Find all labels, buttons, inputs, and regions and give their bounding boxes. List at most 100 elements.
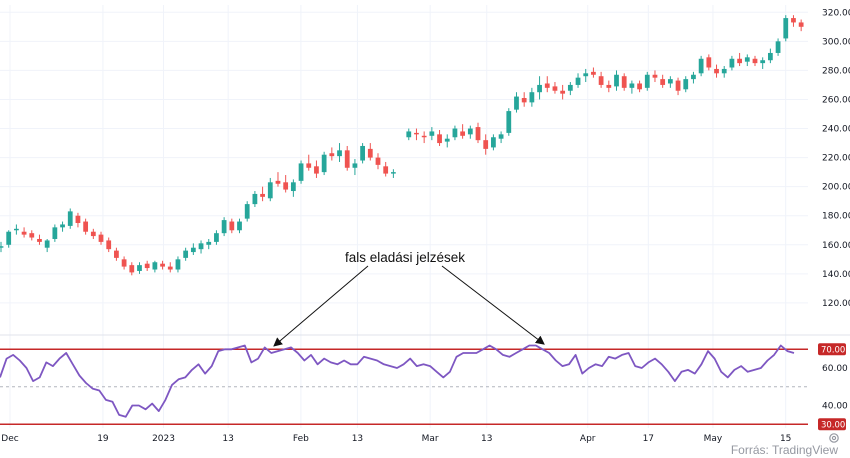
candle	[314, 160, 319, 178]
candle-body	[14, 228, 19, 231]
candle-body	[167, 266, 173, 270]
candle	[437, 129, 442, 146]
candle-body	[160, 263, 165, 267]
candle	[675, 77, 681, 96]
candle-body	[667, 79, 673, 84]
candle-body	[390, 172, 396, 174]
candle	[298, 160, 304, 184]
candle	[421, 131, 427, 144]
candle-body	[775, 41, 781, 53]
lower-level-badge	[818, 418, 846, 431]
candle-body	[591, 71, 596, 75]
candle-body	[760, 60, 766, 64]
candle	[467, 125, 473, 139]
candle	[214, 230, 219, 245]
candle	[244, 201, 250, 222]
candle	[60, 221, 65, 232]
candle	[406, 128, 412, 141]
time-tick-label: 13	[481, 434, 492, 444]
candle-body	[283, 182, 289, 190]
time-tick-label: Dec	[1, 434, 18, 444]
candle	[483, 134, 489, 155]
price-tick-label: 300.00	[822, 37, 850, 47]
price-tick-label: 220.00	[822, 154, 850, 164]
candle	[6, 230, 12, 248]
candle	[144, 260, 150, 271]
candle-body	[367, 148, 373, 158]
candle	[475, 122, 481, 144]
candle	[375, 153, 381, 170]
candle-body	[121, 259, 127, 267]
candle	[121, 256, 127, 270]
candle-body	[791, 18, 796, 23]
candle-body	[652, 74, 658, 78]
candle	[260, 186, 265, 202]
candle	[175, 256, 181, 273]
candle-body	[321, 154, 327, 173]
price-tick-label: 260.00	[822, 95, 850, 105]
candle	[44, 238, 50, 253]
candle	[514, 92, 519, 113]
candle	[267, 177, 273, 202]
time-tick-label: Apr	[580, 434, 596, 444]
candle-body	[429, 131, 435, 136]
candle-body	[190, 247, 196, 253]
candle	[206, 238, 212, 250]
candle	[760, 57, 766, 69]
rsi-series	[0, 344, 795, 418]
candle-body	[106, 240, 112, 250]
candle-body	[198, 243, 204, 250]
candle	[429, 127, 435, 141]
candle	[498, 131, 504, 144]
candle-body	[644, 74, 650, 88]
candle	[190, 243, 196, 255]
candle	[529, 87, 535, 107]
candle-body	[306, 163, 312, 168]
candle	[167, 262, 173, 273]
candle	[52, 224, 58, 242]
candle	[614, 70, 619, 91]
annotation-text: fals eladási jelzések	[345, 250, 465, 265]
candle	[160, 260, 165, 270]
candle-body	[575, 77, 581, 85]
price-tick-label: 140.00	[822, 270, 850, 280]
gear-icon[interactable]	[829, 433, 839, 443]
candle	[275, 172, 281, 187]
candle-body	[252, 193, 258, 205]
candle	[644, 71, 650, 91]
candle-body	[352, 163, 358, 168]
candle-body	[629, 83, 635, 88]
candle-body	[621, 76, 627, 88]
candle	[283, 175, 289, 193]
price-tick-label: 120.00	[822, 299, 850, 309]
candle	[237, 218, 242, 234]
candle	[637, 80, 642, 93]
candle-body	[452, 128, 458, 138]
candle-body	[337, 150, 342, 157]
candle-body	[675, 80, 681, 91]
candle	[567, 82, 573, 96]
candle	[575, 73, 581, 88]
candle	[706, 54, 712, 71]
candle	[14, 224, 19, 235]
time-axis: Dec 19 2023 13 Feb 13 Mar 13 Apr 17 May 15	[1, 434, 791, 444]
candle-body	[521, 98, 527, 103]
candle-body	[467, 128, 473, 135]
candle-body	[475, 127, 481, 141]
candle	[390, 169, 396, 178]
candle	[67, 208, 73, 229]
candlestick-series	[0, 15, 804, 276]
candle	[360, 143, 365, 164]
time-tick-label: May	[704, 434, 723, 444]
candle-body	[137, 265, 142, 271]
candle	[352, 159, 358, 176]
candle-body	[483, 140, 489, 149]
rsi-line	[0, 344, 795, 418]
candle-body	[637, 83, 642, 90]
candle-body	[537, 84, 542, 93]
candle	[367, 143, 373, 161]
candle-body	[460, 131, 466, 136]
candle	[767, 48, 773, 64]
candle	[506, 108, 512, 136]
